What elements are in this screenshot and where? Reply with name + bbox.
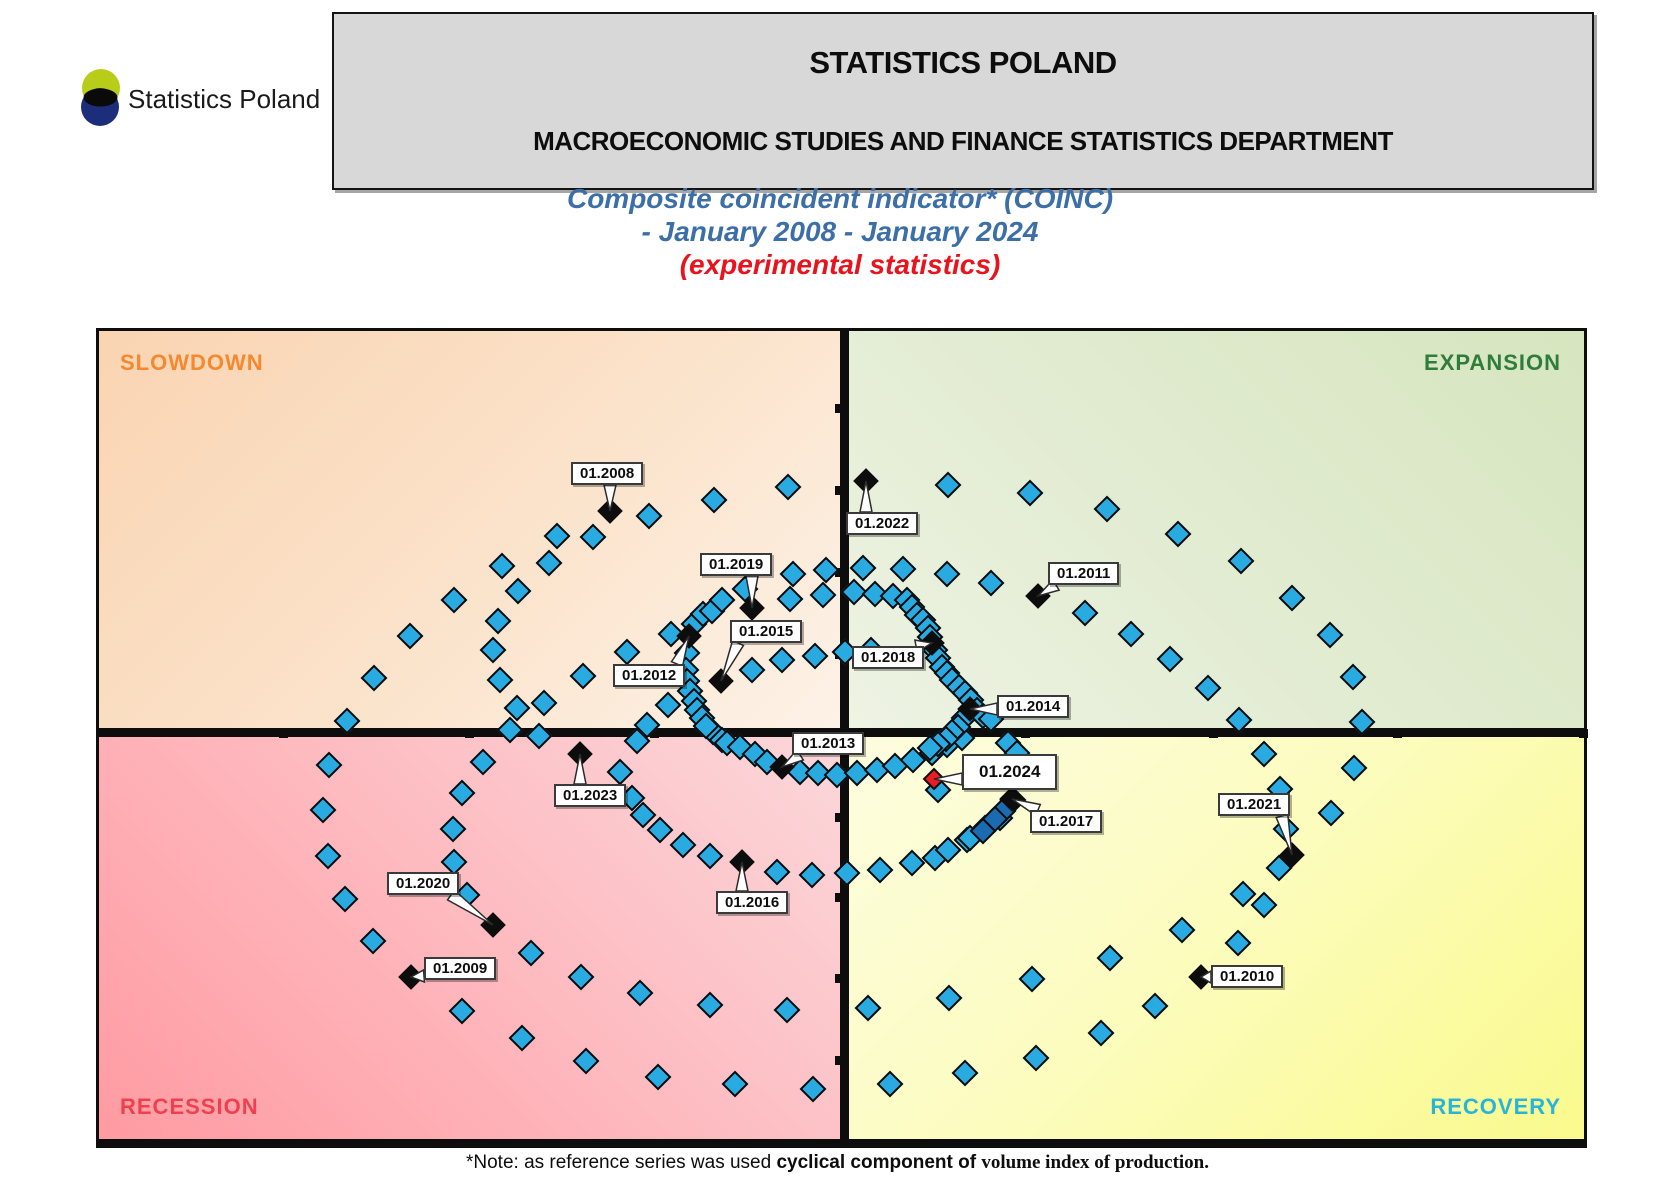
quadrant-expansion [849, 328, 1587, 728]
callout-01-2024: 01.2024 [962, 754, 1058, 790]
chart-border-left [96, 328, 99, 1148]
callout-01-2017: 01.2017 [1030, 810, 1103, 833]
header-box: STATISTICS POLAND MACROECONOMIC STUDIES … [332, 12, 1594, 190]
quadrant-slowdown [96, 328, 840, 728]
callout-01-2013: 01.2013 [792, 732, 865, 755]
axis-tick [279, 729, 288, 738]
callout-01-2008: 01.2008 [571, 462, 644, 485]
label-slowdown: SLOWDOWN [120, 350, 264, 375]
statistics-poland-logo: Statistics Poland [78, 62, 328, 137]
callout-01-2022: 01.2022 [846, 512, 919, 535]
callout-01-2009: 01.2009 [424, 957, 497, 980]
axis-tick [835, 404, 844, 413]
callout-01-2021: 01.2021 [1218, 793, 1291, 816]
chart-title-line3: (experimental statistics) [679, 249, 1001, 281]
axis-tick [1579, 729, 1588, 738]
axis-tick [835, 568, 844, 577]
footnote-prefix: *Note: as reference series was used [465, 1152, 777, 1173]
callout-01-2010: 01.2010 [1211, 965, 1284, 988]
axis-tick [835, 486, 844, 495]
business-cycle-clock-chart: SLOWDOWN EXPANSION RECESSION RECOVERY 01… [96, 328, 1588, 1148]
axis-tick [1393, 729, 1402, 738]
axis-tick [835, 1056, 844, 1065]
chart-title-block: Composite coincident indicator* (COINC) … [120, 182, 1560, 281]
callout-01-2016: 01.2016 [716, 891, 789, 914]
footnote-bold-serif: volume index of production. [981, 1152, 1209, 1173]
chart-border-right [1584, 328, 1587, 1148]
footnote: *Note: as reference series was used cycl… [0, 1152, 1675, 1174]
axis-tick [650, 729, 659, 738]
axis-tick [835, 974, 844, 983]
footnote-bold: cyclical component of [776, 1152, 982, 1173]
label-recovery: RECOVERY [1430, 1094, 1561, 1119]
label-recession: RECESSION [120, 1094, 259, 1119]
axis-tick [1209, 729, 1218, 738]
axis-tick [465, 729, 474, 738]
header-subtitle: MACROECONOMIC STUDIES AND FINANCE STATIS… [533, 126, 1393, 157]
callout-01-2018: 01.2018 [852, 646, 925, 669]
quadrant-recession [96, 737, 840, 1148]
header-title: STATISTICS POLAND [809, 44, 1117, 80]
label-expansion: EXPANSION [1424, 350, 1561, 375]
logo-text: Statistics Poland [128, 84, 321, 114]
callout-01-2011: 01.2011 [1048, 562, 1120, 585]
logo-circles-icon [81, 69, 120, 126]
callout-01-2023: 01.2023 [554, 784, 627, 807]
callout-01-2019: 01.2019 [700, 553, 773, 576]
axis-tick [835, 893, 844, 902]
chart-title-line2: - January 2008 - January 2024 [641, 216, 1039, 248]
axis-tick [1021, 729, 1030, 738]
callout-01-2014: 01.2014 [997, 695, 1070, 718]
callout-01-2015: 01.2015 [730, 620, 803, 643]
chart-title-line1: Composite coincident indicator* (COINC) [566, 183, 1114, 214]
axis-tick [835, 813, 844, 822]
callout-01-2012: 01.2012 [613, 664, 686, 687]
callout-01-2020: 01.2020 [387, 872, 460, 895]
